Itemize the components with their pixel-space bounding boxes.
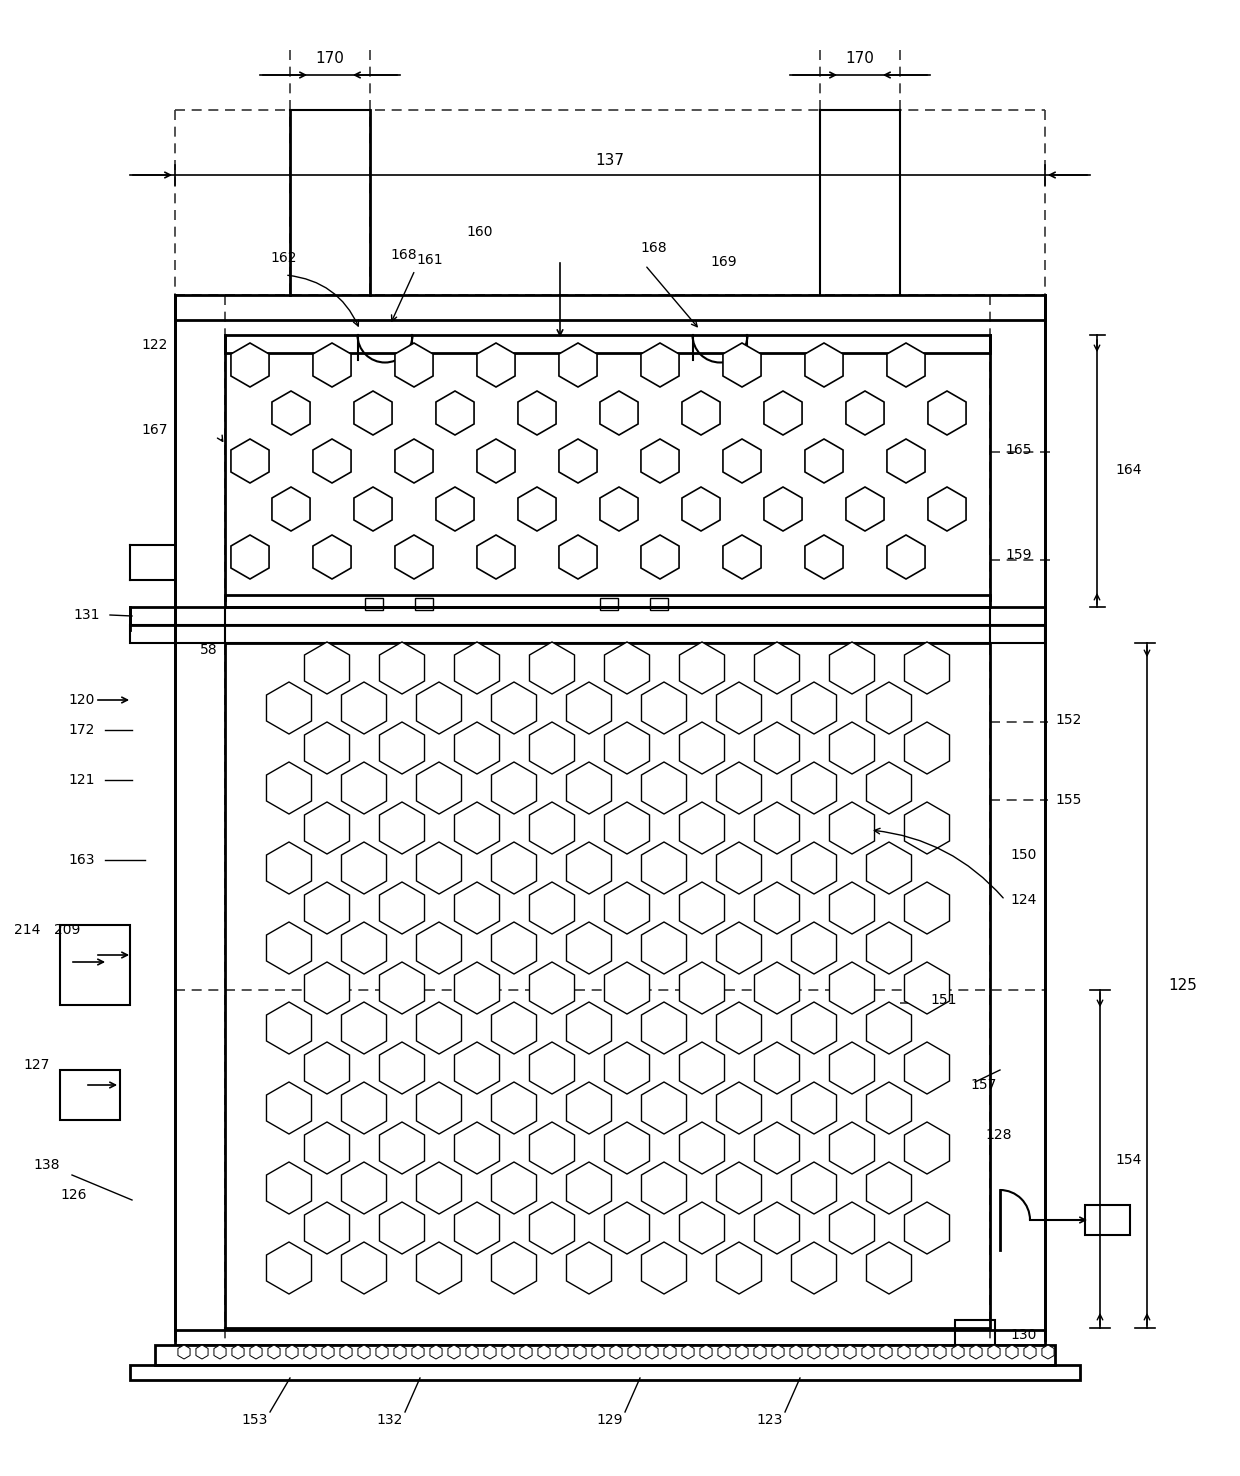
Bar	[365, 598, 383, 610]
Text: 164: 164	[1115, 463, 1142, 477]
Text: 153: 153	[242, 1413, 268, 1427]
Text: 170: 170	[315, 50, 345, 65]
Text: 165: 165	[1004, 443, 1032, 458]
Text: 150: 150	[1011, 849, 1037, 862]
Text: 209: 209	[53, 922, 81, 937]
Text: 120: 120	[68, 694, 95, 707]
Bar	[1085, 1204, 1130, 1235]
Text: 130: 130	[1011, 1328, 1037, 1342]
Text: 123: 123	[756, 1413, 784, 1427]
Text: 152: 152	[1055, 713, 1081, 728]
Text: 129: 129	[596, 1413, 624, 1427]
Text: 154: 154	[1115, 1153, 1141, 1168]
Text: 124: 124	[1011, 893, 1037, 906]
Bar	[955, 1320, 994, 1345]
Text: 163: 163	[68, 853, 95, 866]
Text: 157: 157	[970, 1077, 997, 1092]
Bar	[224, 644, 990, 1328]
Text: 132: 132	[377, 1413, 403, 1427]
Text: 172: 172	[68, 723, 95, 737]
Text: 162: 162	[270, 251, 296, 266]
Text: 58: 58	[200, 644, 218, 657]
Bar	[130, 624, 1045, 644]
Bar	[60, 925, 130, 1005]
Bar	[155, 1345, 1055, 1365]
Text: 155: 155	[1055, 793, 1081, 807]
Text: 122: 122	[141, 338, 167, 351]
Text: 127: 127	[24, 1058, 50, 1072]
Text: 138: 138	[33, 1159, 60, 1172]
Text: 167: 167	[141, 424, 167, 437]
Text: 137: 137	[595, 152, 625, 167]
Text: 159: 159	[1004, 548, 1032, 562]
Bar	[130, 607, 1045, 624]
Text: 168: 168	[640, 241, 667, 255]
Bar	[650, 598, 668, 610]
Text: 128: 128	[985, 1128, 1012, 1142]
Bar	[600, 598, 618, 610]
Bar	[130, 1365, 1080, 1380]
Bar	[415, 598, 433, 610]
Text: 125: 125	[1168, 977, 1197, 992]
Text: 161: 161	[417, 252, 444, 267]
Text: 214: 214	[14, 922, 40, 937]
Text: 131: 131	[73, 608, 100, 621]
Text: 168: 168	[391, 248, 417, 263]
Bar	[60, 1070, 120, 1120]
Text: 126: 126	[60, 1188, 87, 1201]
Bar	[175, 1330, 1045, 1345]
Bar	[224, 595, 990, 607]
Text: 151: 151	[930, 993, 956, 1007]
Text: 121: 121	[68, 773, 95, 787]
Bar	[224, 335, 990, 353]
Text: 169: 169	[711, 255, 737, 269]
Text: 170: 170	[846, 50, 874, 65]
Text: 160: 160	[466, 224, 494, 239]
Bar	[175, 295, 1045, 320]
